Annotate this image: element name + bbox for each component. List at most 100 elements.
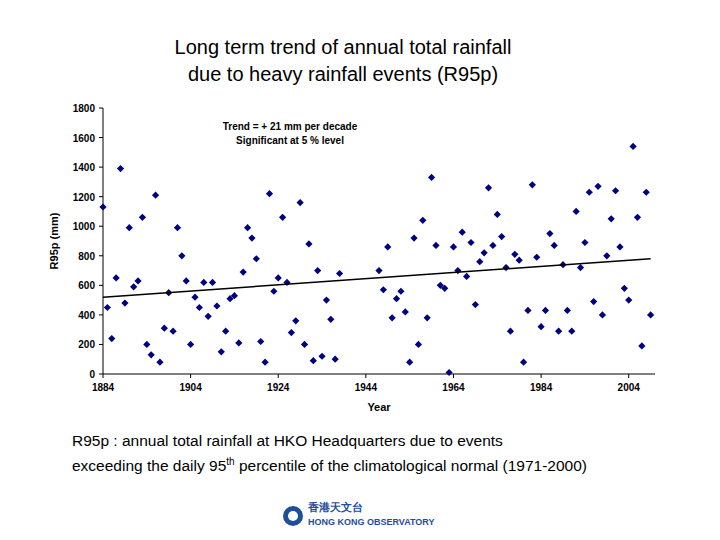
data-point: [161, 325, 168, 332]
data-point: [481, 249, 488, 256]
data-point: [248, 234, 255, 241]
data-point: [297, 199, 304, 206]
x-tick: [278, 374, 279, 378]
data-point: [494, 211, 501, 218]
data-point: [616, 243, 623, 250]
data-point: [629, 143, 636, 150]
annotation: Significant at 5 % level: [236, 135, 344, 146]
x-tick: [453, 374, 454, 378]
title: due to heavy rainfall events (R95p): [188, 63, 498, 85]
data-point: [108, 335, 115, 342]
data-point: [463, 273, 470, 280]
data-point: [577, 264, 584, 271]
plot-area: [99, 143, 654, 376]
data-point: [415, 341, 422, 348]
y-tick-label: 200: [78, 339, 95, 350]
data-point: [643, 189, 650, 196]
x-tick-label: 1964: [442, 382, 465, 393]
data-point: [537, 323, 544, 330]
data-point: [156, 359, 163, 366]
data-point: [121, 299, 128, 306]
x-tick: [541, 374, 542, 378]
logo-chinese: 香港天文台: [307, 501, 363, 513]
data-point: [292, 317, 299, 324]
data-point: [305, 240, 312, 247]
x-tick: [628, 374, 629, 378]
data-point: [375, 267, 382, 274]
data-point: [467, 239, 474, 246]
data-point: [502, 264, 509, 271]
y-tick: [99, 314, 103, 315]
y-tick-label: 800: [78, 251, 95, 262]
data-point: [638, 342, 645, 349]
data-point: [410, 234, 417, 241]
data-point: [191, 294, 198, 301]
data-point: [169, 328, 176, 335]
data-point: [130, 283, 137, 290]
data-point: [113, 274, 120, 281]
data-point: [275, 274, 282, 281]
x-tick-label: 1984: [530, 382, 553, 393]
data-point: [253, 255, 260, 262]
data-point: [533, 254, 540, 261]
data-point: [318, 353, 325, 360]
y-tick-label: 1000: [73, 221, 96, 232]
data-point: [507, 328, 514, 335]
data-point: [402, 308, 409, 315]
x-axis-label: Year: [367, 401, 391, 413]
y-tick: [99, 374, 103, 375]
data-point: [424, 314, 431, 321]
footnote-part: percentile of the climatological normal …: [235, 457, 587, 474]
x-tick-label: 2004: [618, 382, 641, 393]
y-tick-label: 0: [89, 369, 95, 380]
footnote-sup: th: [226, 456, 234, 467]
page: Long term trend of annual total rainfall…: [0, 0, 720, 540]
y-tick: [99, 255, 103, 256]
data-point: [555, 328, 562, 335]
x-tick: [190, 374, 191, 378]
data-point: [279, 214, 286, 221]
data-point: [152, 192, 159, 199]
y-tick-label: 1600: [73, 133, 96, 144]
data-point: [441, 285, 448, 292]
data-point: [428, 174, 435, 181]
y-tick: [99, 108, 103, 109]
data-point: [205, 313, 212, 320]
data-point: [520, 359, 527, 366]
data-point: [406, 359, 413, 366]
data-point: [143, 341, 150, 348]
x-tick-label: 1904: [179, 382, 202, 393]
data-point: [573, 208, 580, 215]
data-point: [581, 239, 588, 246]
data-point: [590, 298, 597, 305]
data-point: [551, 242, 558, 249]
data-point: [323, 297, 330, 304]
data-point: [389, 314, 396, 321]
data-point: [529, 181, 536, 188]
data-point: [213, 302, 220, 309]
y-tick-label: 400: [78, 310, 95, 321]
data-point: [511, 251, 518, 258]
y-axis-label: R95p (mm): [48, 212, 60, 269]
data-point: [546, 230, 553, 237]
footnote: R95p : annual total rainfall at HKO Head…: [72, 432, 503, 449]
y-tick: [99, 167, 103, 168]
axes: 0200400600800100012001400160018001884190…: [73, 103, 655, 393]
logo-emblem: [283, 506, 303, 526]
data-point: [594, 183, 601, 190]
data-point: [393, 295, 400, 302]
data-point: [568, 328, 575, 335]
data-point: [288, 329, 295, 336]
data-point: [524, 307, 531, 314]
x-tick-label: 1924: [267, 382, 290, 393]
data-point: [380, 286, 387, 293]
logo-emblem-inner: [288, 511, 298, 521]
data-point: [397, 288, 404, 295]
data-point: [586, 189, 593, 196]
x-tick-label: 1884: [92, 382, 115, 393]
annotation: Trend = + 21 mm per decade: [223, 121, 358, 132]
y-tick: [99, 226, 103, 227]
data-point: [266, 190, 273, 197]
data-point: [244, 224, 251, 231]
data-point: [240, 268, 247, 275]
